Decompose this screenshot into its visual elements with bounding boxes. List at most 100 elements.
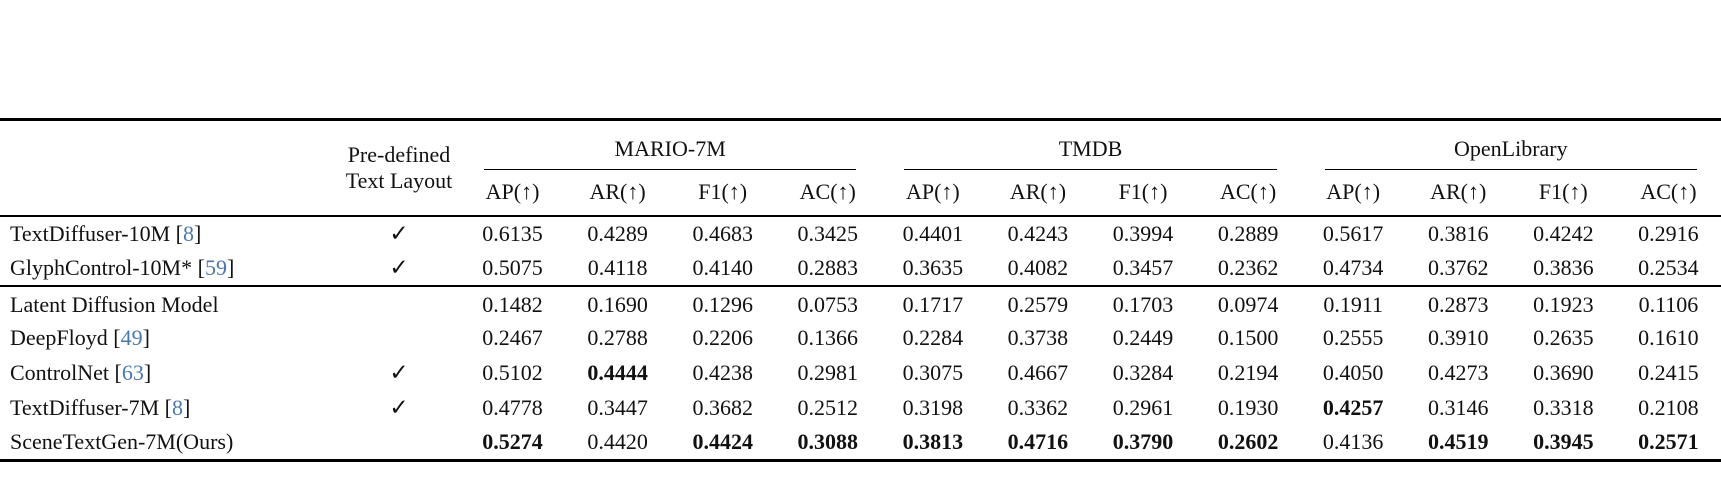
value-cell: 0.2873 xyxy=(1405,284,1511,321)
model-cell: TextDiffuser-7M [8] xyxy=(10,395,191,420)
value-cell: 0.5274 xyxy=(482,429,543,455)
model-cell: GlyphControl-10M* [59] xyxy=(10,254,235,280)
checkmark-icon: ✓ xyxy=(389,254,409,280)
value-cell: 0.1482 xyxy=(460,284,566,321)
value-cell: 0.4444 xyxy=(587,360,648,385)
value-cell: 0.4734 xyxy=(1322,254,1384,280)
citation-link[interactable]: 59 xyxy=(204,254,227,280)
value-cell: 0.6135 xyxy=(482,220,543,246)
value-cell: 0.2467 xyxy=(482,325,543,350)
model-name: SceneTextGen-7M(Ours) xyxy=(10,429,234,455)
citation-link[interactable]: 49 xyxy=(120,325,143,350)
value-cell: 0.1366 xyxy=(797,325,859,350)
value-cell: 0.5617 xyxy=(1322,220,1384,246)
value-cell: 0.2449 xyxy=(1112,325,1174,350)
value-cell: 0.0974 xyxy=(1195,284,1301,321)
value-cell: 0.4118 xyxy=(587,254,648,280)
group-header-mario-7m: MARIO-7M xyxy=(460,120,880,170)
value-cell: 0.2555 xyxy=(1322,325,1384,350)
value-cell: 0.2284 xyxy=(902,325,964,350)
table-row: TextDiffuser-7M [8] ✓ 0.4778 0.3447 0.3682 0.… xyxy=(0,391,1721,426)
value-cell: 0.4401 xyxy=(902,220,964,246)
value-cell: 0.4050 xyxy=(1322,360,1384,385)
value-cell: 0.4289 xyxy=(587,220,648,246)
metric-header-f1: F1(↑) xyxy=(1510,169,1616,217)
citation-link[interactable]: 8 xyxy=(171,395,183,420)
metric-header-ar: AR(↑) xyxy=(1405,169,1511,217)
predefined-layout-cell xyxy=(338,321,460,356)
value-cell: 0.5102 xyxy=(482,360,543,385)
value-cell: 0.1923 xyxy=(1510,284,1616,321)
metric-header-ap: AP(↑) xyxy=(880,169,986,217)
value-cell: 0.3682 xyxy=(692,395,753,420)
results-table-wrapper: Pre-defined Text Layout MARIO-7M TMDB Op… xyxy=(0,118,1721,462)
group-rule-tmdb: TMDB xyxy=(904,136,1277,170)
value-cell: 0.2512 xyxy=(797,395,859,420)
group-label: OpenLibrary xyxy=(1454,135,1568,161)
predefined-layout-cell xyxy=(338,284,460,321)
value-cell: 0.4424 xyxy=(692,429,753,455)
checkmark-icon: ✓ xyxy=(389,220,409,246)
value-cell: 0.1911 xyxy=(1300,284,1406,321)
value-cell: 0.3816 xyxy=(1427,220,1489,246)
metric-header-f1: F1(↑) xyxy=(1090,169,1196,217)
metric-header-ac: AC(↑) xyxy=(1615,169,1721,217)
value-cell: 0.1610 xyxy=(1638,325,1699,350)
value-cell: 0.3088 xyxy=(797,429,859,455)
table-row: DeepFloyd [49] 0.2467 0.2788 0.2206 0.1366 0.… xyxy=(0,321,1721,356)
predefined-label-line1: Pre-defined xyxy=(347,141,451,167)
model-name: Latent Diffusion Model xyxy=(10,292,219,317)
value-cell: 0.2362 xyxy=(1217,254,1279,280)
table-row: ControlNet [63] ✓ 0.5102 0.4444 0.4238 0.2981… xyxy=(0,356,1721,391)
value-cell: 0.2602 xyxy=(1217,429,1279,455)
model-name: ControlNet xyxy=(10,360,109,385)
value-cell: 0.2108 xyxy=(1638,395,1699,420)
table-row: TextDiffuser-10M [8] ✓ 0.6135 0.4289 0.4683 0… xyxy=(0,216,1721,251)
checkmark-icon: ✓ xyxy=(389,360,409,385)
value-cell: 0.1106 xyxy=(1615,284,1721,321)
value-cell: 0.3836 xyxy=(1533,254,1594,280)
value-cell: 0.2981 xyxy=(797,360,859,385)
model-name: GlyphControl-10M* xyxy=(10,254,193,280)
metric-header-ar: AR(↑) xyxy=(565,169,671,217)
value-cell: 0.3447 xyxy=(587,395,648,420)
value-cell: 0.3198 xyxy=(902,395,964,420)
value-cell: 0.2571 xyxy=(1638,429,1699,455)
model-column-header xyxy=(0,119,338,217)
value-cell: 0.4778 xyxy=(482,395,543,420)
value-cell: 0.1690 xyxy=(565,284,671,321)
value-cell: 0.4519 xyxy=(1427,429,1489,455)
value-cell: 0.4716 xyxy=(1007,429,1069,455)
metric-header-f1: F1(↑) xyxy=(670,169,776,217)
value-cell: 0.4238 xyxy=(692,360,753,385)
value-cell: 0.4667 xyxy=(1007,360,1069,385)
table-row: Latent Diffusion Model 0.1482 0.1690 0.1296… xyxy=(0,284,1721,321)
citation-link[interactable]: 8 xyxy=(182,220,194,246)
value-cell: 0.2961 xyxy=(1112,395,1174,420)
predefined-layout-cell: ✓ xyxy=(338,391,460,426)
value-cell: 0.3284 xyxy=(1112,360,1174,385)
model-name: TextDiffuser-7M xyxy=(10,395,160,420)
value-cell: 0.4242 xyxy=(1533,220,1594,246)
value-cell: 0.4257 xyxy=(1322,395,1384,420)
value-cell: 0.3813 xyxy=(902,429,964,455)
value-cell: 0.3945 xyxy=(1533,429,1594,455)
value-cell: 0.3457 xyxy=(1112,254,1174,280)
metric-header-row: AP(↑) AR(↑) F1(↑) AC(↑) AP(↑) AR(↑) F1(↑… xyxy=(0,169,1721,217)
predefined-layout-cell xyxy=(338,426,460,461)
value-cell: 0.2534 xyxy=(1638,254,1699,280)
results-table: Pre-defined Text Layout MARIO-7M TMDB Op… xyxy=(0,118,1721,462)
value-cell: 0.2415 xyxy=(1638,360,1699,385)
value-cell: 0.4136 xyxy=(1322,429,1384,455)
value-cell: 0.2194 xyxy=(1217,360,1279,385)
metric-header-ar: AR(↑) xyxy=(985,169,1091,217)
value-cell: 0.3994 xyxy=(1112,220,1174,246)
model-cell: ControlNet [63] xyxy=(10,360,152,385)
predefined-label-line2: Text Layout xyxy=(345,167,453,193)
value-cell: 0.4082 xyxy=(1007,254,1069,280)
metric-header-ac: AC(↑) xyxy=(1195,169,1301,217)
group-header-tmdb: TMDB xyxy=(880,120,1300,170)
predefined-layout-cell: ✓ xyxy=(338,251,460,286)
value-cell: 0.3635 xyxy=(902,254,964,280)
citation-link[interactable]: 63 xyxy=(121,360,144,385)
